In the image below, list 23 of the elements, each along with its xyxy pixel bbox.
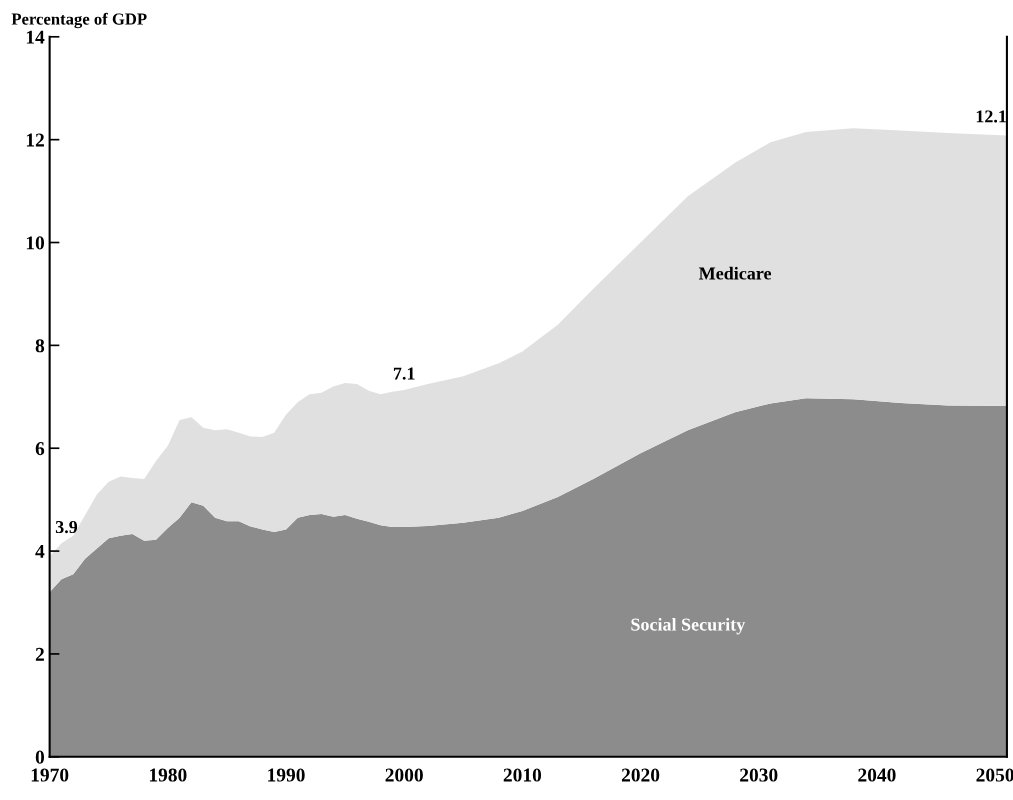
y-tick-label: 6 bbox=[35, 442, 45, 456]
annotation: 3.9 bbox=[55, 520, 78, 534]
x-tick-label: 2000 bbox=[385, 768, 423, 782]
y-tick-label: 8 bbox=[35, 339, 45, 353]
y-tick-label: 10 bbox=[26, 236, 45, 250]
y-tick-label: 12 bbox=[26, 133, 44, 147]
x-tick-label: 1990 bbox=[268, 768, 305, 782]
annotation: 12.1 bbox=[976, 110, 1006, 123]
y-tick-label: 0 bbox=[35, 750, 45, 764]
y-tick-label: 2 bbox=[35, 647, 44, 661]
annotation: 7.1 bbox=[393, 367, 415, 380]
x-tick-label: 2010 bbox=[503, 768, 542, 782]
x-tick-label: 2020 bbox=[621, 768, 660, 782]
y-tick-label: 4 bbox=[35, 545, 45, 558]
x-tick-label: 2040 bbox=[858, 768, 896, 782]
y-axis-title: Percentage of GDP bbox=[11, 12, 147, 29]
y-tick-label: 14 bbox=[26, 30, 45, 44]
x-tick-label: 2050 bbox=[976, 768, 1013, 782]
x-tick-label: 1970 bbox=[31, 768, 69, 782]
x-tick-label: 1980 bbox=[149, 768, 187, 782]
x-tick-label: 2030 bbox=[740, 768, 778, 782]
series-label: Medicare bbox=[698, 266, 772, 280]
series-label: Social Security bbox=[631, 617, 746, 635]
